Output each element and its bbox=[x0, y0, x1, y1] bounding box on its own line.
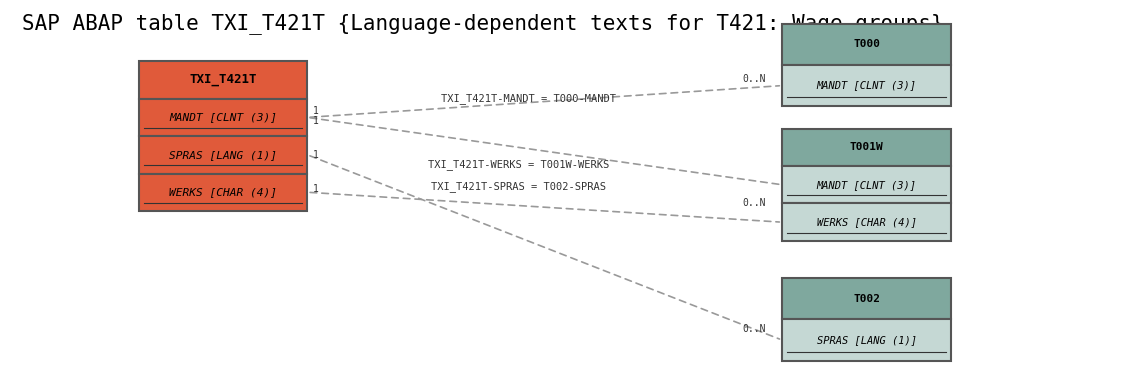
Text: T001W: T001W bbox=[849, 143, 883, 152]
FancyBboxPatch shape bbox=[782, 129, 951, 166]
FancyBboxPatch shape bbox=[782, 166, 951, 204]
Text: MANDT [CLNT (3)]: MANDT [CLNT (3)] bbox=[817, 180, 917, 190]
Text: WERKS [CHAR (4)]: WERKS [CHAR (4)] bbox=[817, 217, 917, 227]
Text: MANDT [CLNT (3)]: MANDT [CLNT (3)] bbox=[169, 112, 277, 123]
Text: MANDT [CLNT (3)]: MANDT [CLNT (3)] bbox=[817, 81, 917, 90]
FancyBboxPatch shape bbox=[138, 136, 307, 173]
Text: 1: 1 bbox=[313, 106, 318, 115]
FancyBboxPatch shape bbox=[138, 61, 307, 99]
Text: 1: 1 bbox=[313, 184, 318, 193]
Text: SPRAS [LANG (1)]: SPRAS [LANG (1)] bbox=[817, 335, 917, 345]
Text: TXI_T421T-SPRAS = T002-SPRAS: TXI_T421T-SPRAS = T002-SPRAS bbox=[431, 181, 606, 192]
Text: 0..N: 0..N bbox=[742, 198, 766, 208]
FancyBboxPatch shape bbox=[782, 204, 951, 241]
Text: WERKS [CHAR (4)]: WERKS [CHAR (4)] bbox=[169, 187, 277, 197]
FancyBboxPatch shape bbox=[782, 65, 951, 106]
Text: TXI_T421T-MANDT = T000-MANDT: TXI_T421T-MANDT = T000-MANDT bbox=[441, 93, 616, 104]
Text: TXI_T421T: TXI_T421T bbox=[189, 74, 256, 86]
FancyBboxPatch shape bbox=[782, 319, 951, 361]
Text: 1: 1 bbox=[313, 116, 318, 126]
Text: 1: 1 bbox=[313, 150, 318, 160]
FancyBboxPatch shape bbox=[782, 278, 951, 319]
Text: SPRAS [LANG (1)]: SPRAS [LANG (1)] bbox=[169, 150, 277, 160]
FancyBboxPatch shape bbox=[138, 99, 307, 136]
Text: 0..N: 0..N bbox=[742, 74, 766, 84]
FancyBboxPatch shape bbox=[138, 173, 307, 211]
Text: T002: T002 bbox=[853, 294, 880, 304]
FancyBboxPatch shape bbox=[782, 24, 951, 65]
Text: SAP ABAP table TXI_T421T {Language-dependent texts for T421: Wage groups}: SAP ABAP table TXI_T421T {Language-depen… bbox=[22, 12, 944, 34]
Text: TXI_T421T-WERKS = T001W-WERKS: TXI_T421T-WERKS = T001W-WERKS bbox=[428, 159, 609, 170]
Text: 0..N: 0..N bbox=[742, 324, 766, 334]
Text: T000: T000 bbox=[853, 40, 880, 49]
